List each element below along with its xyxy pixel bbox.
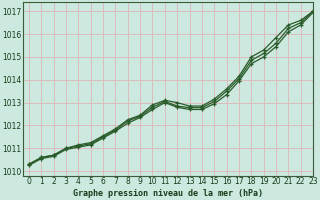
X-axis label: Graphe pression niveau de la mer (hPa): Graphe pression niveau de la mer (hPa): [73, 189, 263, 198]
